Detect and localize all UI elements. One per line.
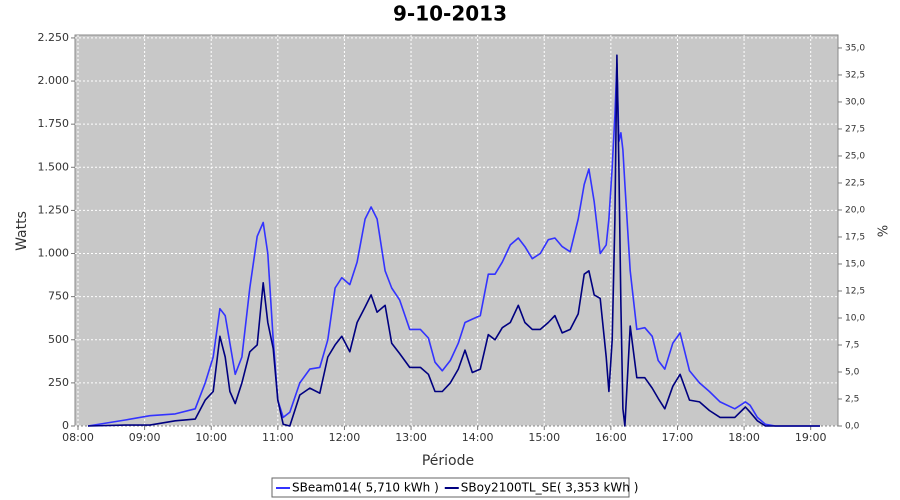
y-tick-label: 1.750 xyxy=(38,117,70,130)
y-tick-label: 1.500 xyxy=(38,160,70,173)
x-tick-label: 10:00 xyxy=(195,431,227,444)
chart-title: 9-10-2013 xyxy=(393,2,507,26)
y-tick-label: 2.250 xyxy=(38,31,70,44)
y2-tick-label: 7,5 xyxy=(845,340,859,350)
x-tick-label: 12:00 xyxy=(329,431,361,444)
x-tick-label: 08:00 xyxy=(62,431,94,444)
y-axis-label: Watts xyxy=(14,211,30,251)
legend-label: SBeam014( 5,710 kWh ) xyxy=(292,481,439,495)
y2-tick-label: 2,5 xyxy=(845,394,859,404)
y2-tick-label: 5,0 xyxy=(845,367,860,377)
y2-tick-label: 27,5 xyxy=(845,124,865,134)
x-tick-label: 16:00 xyxy=(595,431,627,444)
y2-axis-label: % xyxy=(874,225,889,237)
y2-tick-label: 12,5 xyxy=(845,286,865,296)
x-tick-label: 14:00 xyxy=(462,431,494,444)
y-tick-label: 250 xyxy=(48,376,69,389)
x-tick-label: 13:00 xyxy=(395,431,427,444)
x-tick-label: 15:00 xyxy=(528,431,560,444)
legend-label: SBoy2100TL_SE( 3,353 kWh ) xyxy=(461,481,639,495)
x-tick-label: 18:00 xyxy=(728,431,760,444)
y-tick-label: 1.250 xyxy=(38,203,70,216)
x-axis-label: Période xyxy=(422,453,474,469)
y2-tick-label: 20,0 xyxy=(845,205,865,215)
y2-tick-label: 22,5 xyxy=(845,178,865,188)
y-tick-label: 500 xyxy=(48,333,69,346)
y2-tick-label: 0,0 xyxy=(845,422,860,432)
y-tick-label: 1.000 xyxy=(38,247,70,260)
series-line xyxy=(87,54,820,427)
y-tick-label: 2.000 xyxy=(38,74,70,87)
x-tick-label: 17:00 xyxy=(662,431,694,444)
y-tick-label: 750 xyxy=(48,290,69,303)
x-tick-label: 09:00 xyxy=(129,431,161,444)
y-tick-label: 0 xyxy=(62,419,69,432)
y2-tick-label: 15,0 xyxy=(845,259,865,269)
y2-tick-label: 32,5 xyxy=(845,70,865,80)
x-tick-label: 11:00 xyxy=(262,431,294,444)
y2-tick-label: 10,0 xyxy=(845,313,865,323)
y2-tick-label: 25,0 xyxy=(845,151,865,161)
x-tick-label: 19:00 xyxy=(795,431,827,444)
y2-tick-label: 17,5 xyxy=(845,232,865,242)
y2-tick-label: 35,0 xyxy=(845,43,865,53)
series-line xyxy=(87,63,820,427)
plot-area xyxy=(74,34,839,427)
y2-tick-label: 30,0 xyxy=(845,97,865,107)
